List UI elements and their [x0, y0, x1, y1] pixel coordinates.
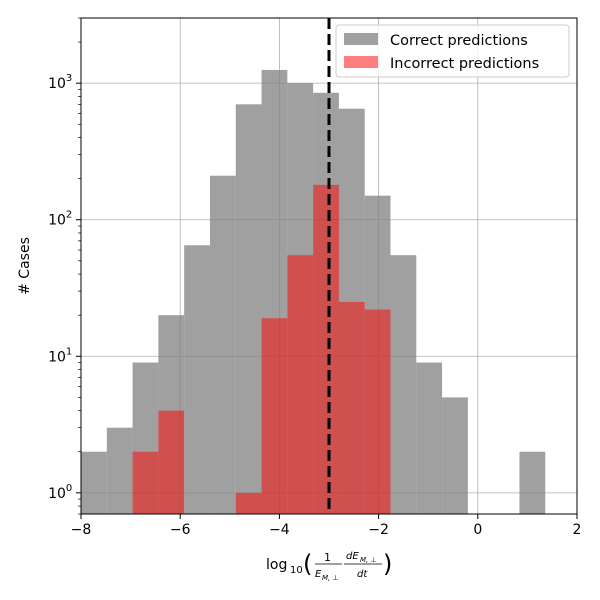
x-tick-label: −8 [71, 522, 92, 538]
x-label-log-text: log [266, 557, 287, 573]
y-tick-exponent: 3 [66, 73, 72, 84]
histogram-bar [261, 318, 288, 514]
y-axis-label: # Cases [17, 237, 33, 295]
y-tick-exponent: 0 [66, 483, 72, 494]
x-label-frac2-den: dt [357, 569, 368, 580]
legend-label-incorrect: Incorrect predictions [390, 56, 539, 72]
x-label-frac1-den: E [315, 569, 322, 580]
histogram-bars [81, 69, 546, 515]
histogram-bar [364, 309, 391, 514]
plot-frame [80, 17, 578, 515]
histogram-bar [235, 104, 262, 515]
histogram-bar [313, 184, 339, 515]
x-label-open-paren: ( [303, 550, 312, 578]
histogram-bar [158, 410, 185, 514]
histogram-bar [81, 451, 107, 514]
y-tick-label: 10 [48, 76, 66, 92]
x-tick-label: 0 [473, 522, 482, 538]
histogram-bar [132, 451, 159, 514]
histogram-bar [184, 245, 210, 514]
histogram-bar [235, 492, 262, 514]
histogram-bar [209, 175, 236, 515]
histogram-bar [106, 427, 133, 514]
series-incorrect [132, 184, 391, 515]
x-tick-label: −2 [368, 522, 389, 538]
y-tick-label: 10 [48, 486, 66, 502]
x-axis-label: log 10 ( 1 E M, ⊥ dE M, ⊥ dt ) [266, 550, 392, 582]
x-label-frac1-num: 1 [324, 551, 331, 564]
histogram-bar [287, 255, 314, 514]
x-label-close-paren: ) [383, 550, 392, 578]
histogram-bar [338, 301, 365, 514]
legend-label-correct: Correct predictions [390, 33, 528, 49]
legend-box [335, 24, 570, 78]
histogram-bar [519, 451, 546, 514]
y-tick-label: 10 [48, 213, 66, 229]
x-tick-label: −6 [170, 522, 191, 538]
x-axis-ticks: −8 −6 −4 −2 0 2 [71, 514, 582, 538]
legend: Correct predictions Incorrect prediction… [335, 24, 570, 78]
y-tick-exponent: 1 [66, 346, 72, 357]
x-tick-label: 2 [573, 522, 582, 538]
histogram-bar [416, 362, 443, 514]
histogram-bar [390, 255, 417, 514]
y-tick-exponent: 2 [66, 210, 72, 221]
legend-swatch-incorrect [344, 56, 378, 68]
legend-swatch-correct [344, 33, 378, 45]
x-tick-label: −4 [269, 522, 290, 538]
x-label-log-base: 10 [290, 565, 303, 576]
histogram-bar [442, 397, 468, 514]
y-tick-label: 10 [48, 349, 66, 365]
x-label-frac2-num: dE [346, 551, 359, 562]
x-label-frac2-num-sub: M, ⊥ [360, 556, 377, 564]
x-label-frac1-den-sub: M, ⊥ [322, 574, 339, 582]
